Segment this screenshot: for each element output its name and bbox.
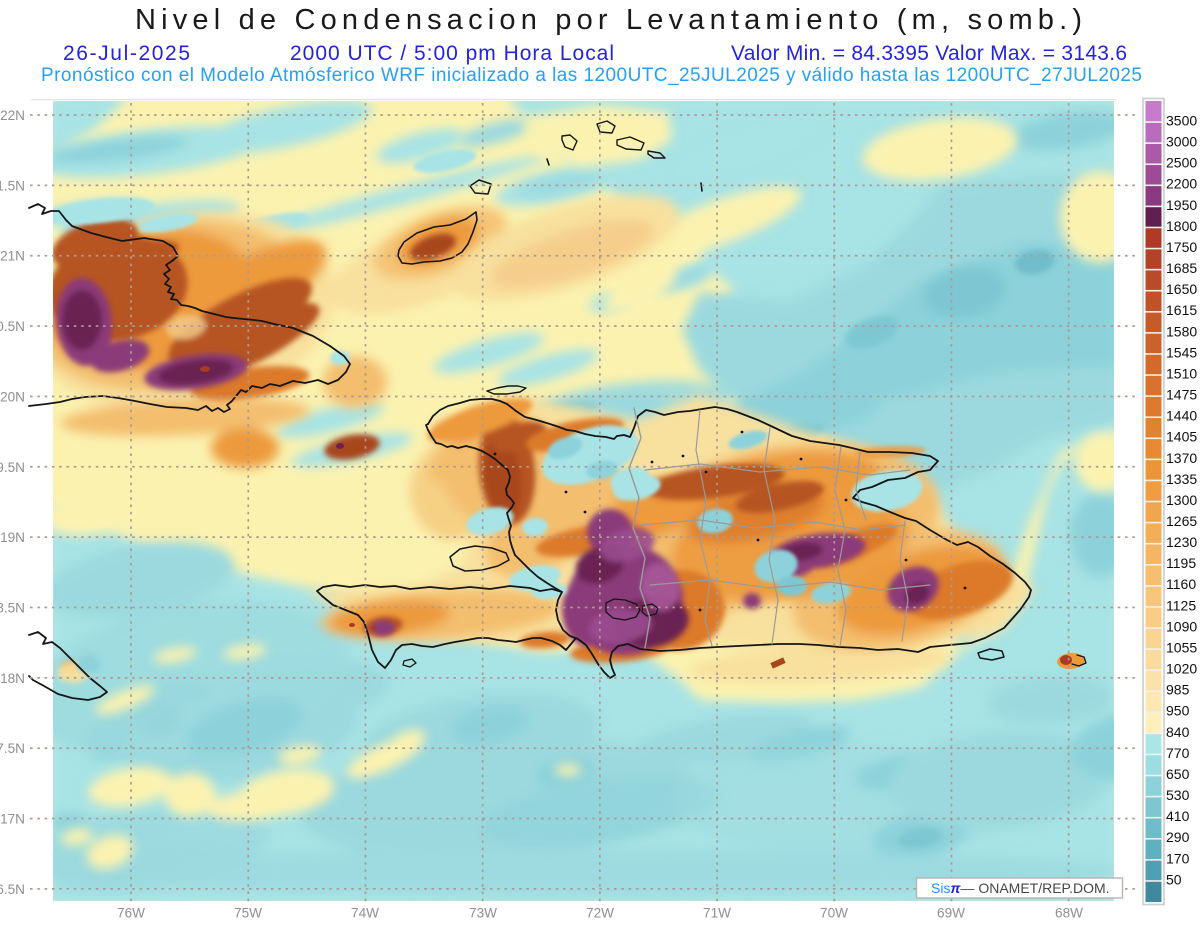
svg-text:1020: 1020 [1166, 661, 1197, 677]
svg-text:71W: 71W [703, 906, 731, 921]
svg-text:1370: 1370 [1166, 450, 1197, 466]
svg-text:0.5N: 0.5N [0, 319, 25, 334]
svg-text:68W: 68W [1055, 906, 1083, 921]
svg-text:7.5N: 7.5N [0, 741, 25, 756]
svg-text:2200: 2200 [1166, 176, 1197, 192]
svg-text:1160: 1160 [1166, 576, 1196, 592]
svg-text:1650: 1650 [1166, 281, 1197, 297]
svg-text:650: 650 [1166, 766, 1190, 782]
svg-text:22N: 22N [0, 108, 25, 123]
svg-text:8.5N: 8.5N [0, 600, 25, 615]
svg-text:950: 950 [1166, 703, 1190, 719]
svg-text:70W: 70W [820, 906, 848, 921]
svg-text:50: 50 [1166, 871, 1182, 887]
svg-text:19N: 19N [0, 530, 25, 545]
svg-text:1545: 1545 [1166, 344, 1197, 360]
svg-text:Pronóstico con el Modelo Atmós: Pronóstico con el Modelo Atmósferico WRF… [41, 65, 1142, 86]
svg-text:410: 410 [1166, 808, 1190, 824]
svg-text:75W: 75W [234, 906, 262, 921]
svg-text:1195: 1195 [1166, 555, 1196, 571]
svg-text:170: 170 [1166, 850, 1190, 866]
svg-text:2500: 2500 [1166, 155, 1197, 171]
svg-text:74W: 74W [351, 906, 379, 921]
svg-text:1405: 1405 [1166, 429, 1197, 445]
svg-text:69W: 69W [937, 906, 965, 921]
svg-text:1.5N: 1.5N [0, 178, 25, 193]
svg-text:3000: 3000 [1166, 134, 1197, 150]
svg-text:290: 290 [1166, 829, 1190, 845]
svg-text:26-Jul-2025: 26-Jul-2025 [63, 42, 190, 65]
svg-text:1475: 1475 [1166, 387, 1197, 403]
svg-text:530: 530 [1166, 787, 1190, 803]
svg-text:73W: 73W [469, 906, 497, 921]
svg-text:1615: 1615 [1166, 302, 1197, 318]
svg-text:1440: 1440 [1166, 408, 1197, 424]
svg-text:1750: 1750 [1166, 239, 1197, 255]
svg-text:1090: 1090 [1166, 618, 1197, 634]
svg-text:76W: 76W [117, 906, 145, 921]
svg-text:1230: 1230 [1166, 534, 1197, 550]
svg-text:20N: 20N [0, 389, 25, 404]
svg-text:9.5N: 9.5N [0, 460, 25, 475]
svg-text:Valor Min. = 84.3395 Valor Ma: Valor Min. = 84.3395 Valor Max. = 3143.6 [731, 42, 1127, 65]
svg-text:1950: 1950 [1166, 197, 1197, 213]
svg-text:2000 UTC / 5:00 pm Hora Local: 2000 UTC / 5:00 pm Hora Local [290, 42, 614, 65]
svg-text:3500: 3500 [1166, 113, 1197, 129]
svg-text:770: 770 [1166, 745, 1190, 761]
svg-text:1335: 1335 [1166, 471, 1197, 487]
svg-text:1055: 1055 [1166, 640, 1197, 656]
svg-text:1300: 1300 [1166, 492, 1197, 508]
svg-text:840: 840 [1166, 724, 1190, 740]
svg-text:21N: 21N [0, 249, 25, 264]
svg-text:18N: 18N [0, 671, 25, 686]
svg-text:72W: 72W [586, 906, 614, 921]
svg-text:17N: 17N [0, 812, 25, 827]
svg-text:1265: 1265 [1166, 513, 1197, 529]
svg-text:6.5N: 6.5N [0, 882, 25, 897]
svg-text:1125: 1125 [1166, 597, 1196, 613]
svg-text:1510: 1510 [1166, 365, 1197, 381]
svg-text:985: 985 [1166, 682, 1190, 698]
svg-text:1800: 1800 [1166, 218, 1197, 234]
svg-text:1580: 1580 [1166, 323, 1197, 339]
svg-text:Sisπ— ONAMET/REP.DOM.: Sisπ— ONAMET/REP.DOM. [931, 880, 1110, 896]
svg-text:1685: 1685 [1166, 260, 1197, 276]
